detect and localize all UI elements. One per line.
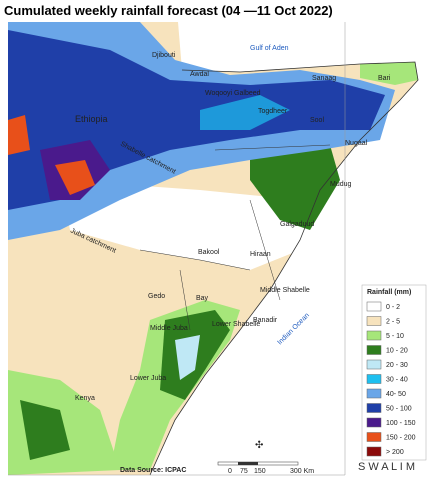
legend-label: 150 - 200 (386, 435, 416, 442)
label: Togdheer (258, 108, 288, 115)
legend-label: > 200 (386, 449, 404, 456)
label: Bari (378, 75, 391, 82)
label: Hiraan (250, 251, 271, 258)
legend-items: 0 - 2 2 - 5 5 - 10 10 - 20 20 - 30 30 - 40 40-… (366, 301, 416, 457)
label: Kenya (75, 395, 95, 402)
scale-bar (217, 461, 299, 466)
legend-label: 5 - 10 (386, 333, 404, 340)
legend-swatch (366, 330, 382, 341)
legend-swatch (366, 432, 382, 442)
source: Data Source: ICPAC (120, 467, 186, 474)
scale-label: 300 Km (290, 468, 314, 475)
label: Sool (310, 117, 324, 124)
legend-label: 50 - 100 (386, 406, 412, 413)
label: Djibouti (152, 52, 176, 59)
legend-label: 30 - 40 (386, 377, 408, 384)
label: Nugaal (345, 140, 368, 147)
title: Cumulated weekly rainfall forecast (04 —… (4, 3, 333, 18)
legend-swatch (366, 388, 382, 399)
label: Middle Shabelle (260, 287, 310, 294)
label: Lower Juba (130, 375, 166, 382)
legend-swatch (366, 446, 382, 457)
label: Awdal (190, 71, 209, 78)
legend (361, 284, 427, 461)
label: Sanaag (312, 75, 336, 82)
north-arrow: ✣ (255, 440, 263, 451)
legend-label: 20 - 30 (386, 362, 408, 369)
legend-swatch (366, 345, 382, 355)
legend-label: 10 - 20 (386, 348, 408, 355)
legend-swatch (366, 417, 382, 428)
label: Middle Juba (150, 325, 188, 332)
label: Woqooyi Galbeed (205, 90, 261, 97)
label: Bakool (198, 249, 220, 256)
scale-label: 75 (240, 468, 248, 475)
scale-label: 150 (254, 468, 266, 475)
legend-swatch (366, 403, 382, 413)
label: Bay (196, 295, 209, 302)
legend-swatch (366, 374, 382, 384)
legend-title: Rainfall (mm) (367, 289, 411, 296)
label: Ethiopia (75, 114, 108, 124)
legend-label: 2 - 5 (386, 319, 400, 326)
legend-label: 100 - 150 (386, 420, 416, 427)
label: Gulf of Aden (250, 45, 289, 52)
label: Mudug (330, 181, 352, 188)
legend-swatch (366, 316, 382, 326)
label: Lower Shabelle (212, 321, 260, 328)
map-area (8, 22, 419, 476)
logo: S W A L I M (358, 461, 415, 473)
scale-label: 0 (228, 468, 232, 475)
legend-swatch (366, 301, 382, 312)
legend-label: 0 - 2 (386, 304, 400, 311)
legend-swatch (366, 359, 382, 370)
label: Galgaduud (280, 221, 314, 228)
legend-label: 40- 50 (386, 391, 406, 398)
label: Gedo (148, 293, 165, 300)
label: Banadir (253, 317, 278, 324)
